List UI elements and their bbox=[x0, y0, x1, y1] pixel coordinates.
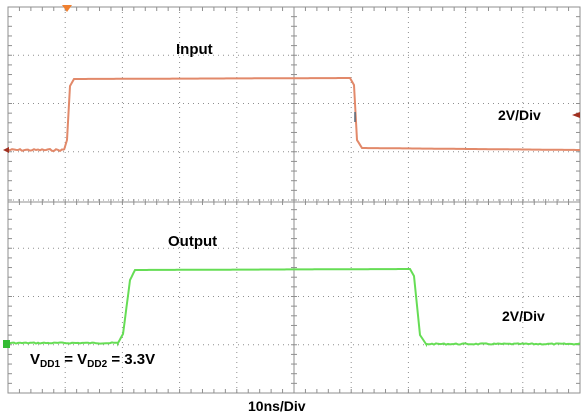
input-vertical-scale: 2V/Div bbox=[498, 107, 541, 123]
supply-eq1: = V bbox=[60, 351, 88, 368]
supply-voltage-label: VDD1 = VDD2 = 3.3V bbox=[30, 352, 155, 370]
trigger-position-marker bbox=[62, 5, 72, 12]
supply-v1: V bbox=[30, 351, 41, 368]
timebase-label: 10ns/Div bbox=[248, 398, 306, 414]
output-channel-label: Output bbox=[168, 233, 218, 250]
input-ground-marker bbox=[3, 147, 9, 153]
trigger-level-arrow bbox=[572, 112, 580, 118]
supply-eq2: = 3.3V bbox=[107, 351, 156, 368]
supply-sub-dd2: DD2 bbox=[87, 359, 108, 370]
output-vertical-scale: 2V/Div bbox=[502, 308, 545, 324]
supply-sub-dd1: DD1 bbox=[40, 359, 61, 370]
input-channel-label: Input bbox=[176, 41, 213, 58]
output-waveform bbox=[7, 268, 581, 348]
input-waveform bbox=[7, 77, 580, 153]
output-ground-marker bbox=[3, 340, 10, 348]
